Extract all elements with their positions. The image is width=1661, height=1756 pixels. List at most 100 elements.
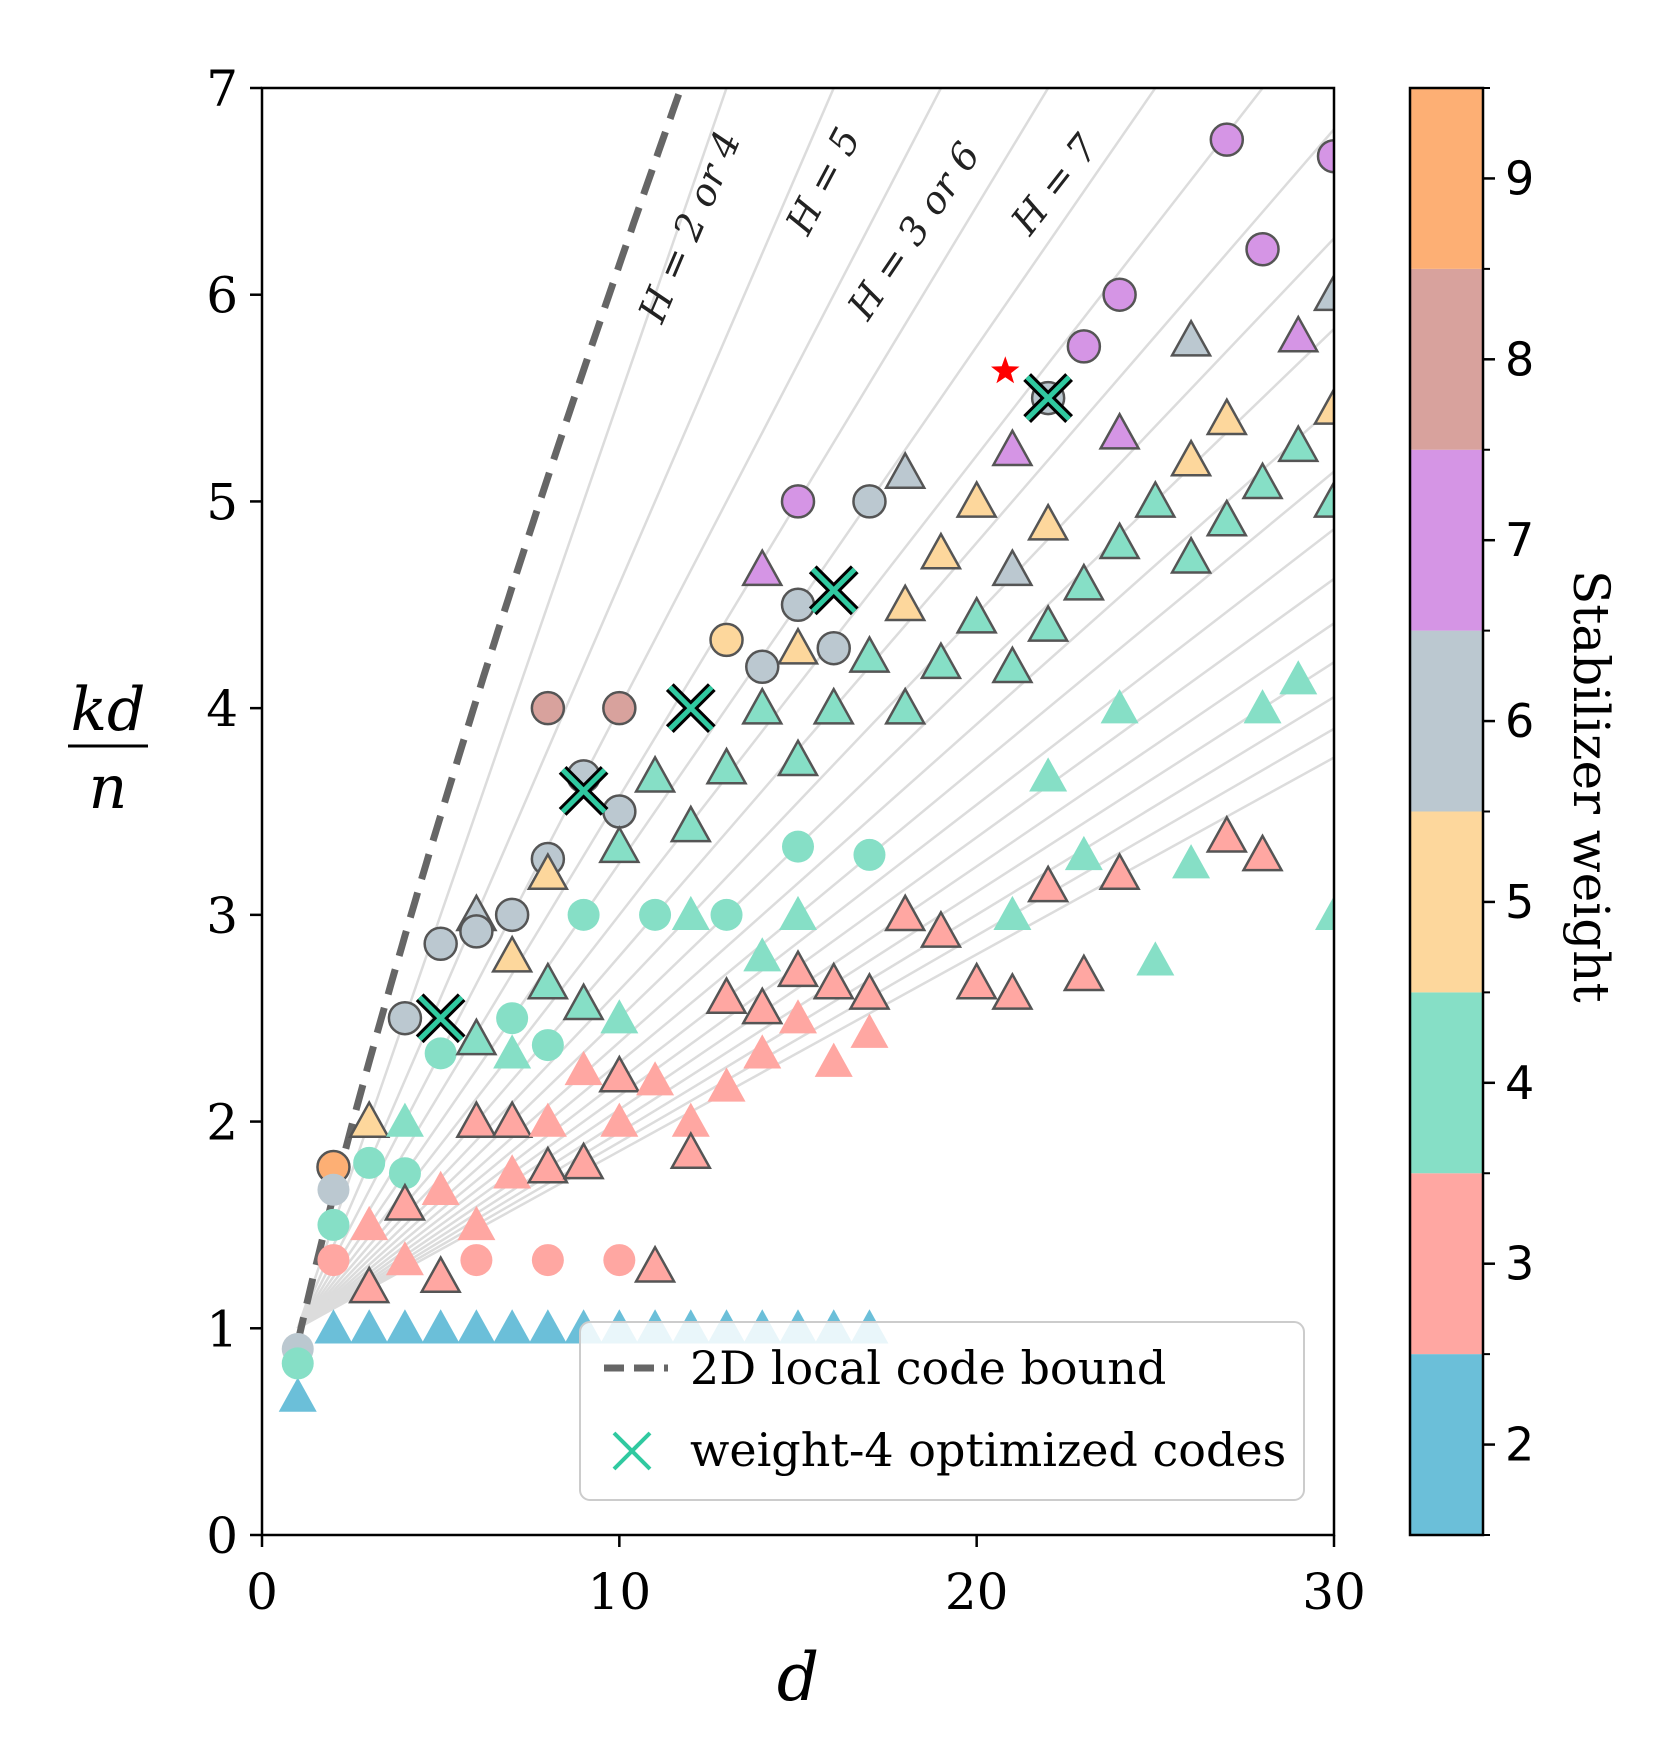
y-tick-label-2: 2: [206, 1094, 238, 1152]
point-124: [1066, 329, 1102, 364]
point-152: [1312, 386, 1334, 425]
h-guide-line-9: [296, 404, 1334, 1330]
point-120: [1027, 502, 1070, 541]
point-122: [1029, 757, 1068, 792]
point-46: [491, 1099, 534, 1139]
h-guide-line-1: [296, 88, 836, 1329]
point-2: [350, 1309, 389, 1344]
colorbar-segment-7: [1410, 449, 1483, 631]
point-144: [1241, 461, 1284, 500]
point-42: [494, 897, 530, 933]
point-100: [848, 634, 891, 673]
h-guide-line-10: [296, 470, 1334, 1330]
plot-frame: [260, 86, 1336, 1537]
point-115: [991, 548, 1034, 587]
legend-bound-label: 2D local code bound: [690, 1341, 1166, 1395]
point-51: [526, 961, 569, 1000]
y-tick-label-3: 3: [206, 887, 238, 945]
optimized-code-4: [1023, 373, 1074, 423]
x-tick-label-1: 10: [588, 1563, 652, 1621]
point-69: [639, 898, 672, 931]
2d-local-code-bound-line: [294, 88, 685, 1344]
point-72: [669, 804, 712, 843]
h-guide-line-15: [297, 695, 1334, 1330]
point-143: [1245, 231, 1280, 267]
point-52: [531, 1029, 564, 1062]
point-18: [281, 1347, 314, 1380]
x-axis-label: d: [777, 1639, 819, 1716]
point-34: [421, 1170, 460, 1205]
legend-x-swatch: [612, 1431, 652, 1471]
point-67: [603, 1244, 636, 1277]
point-94: [779, 999, 817, 1034]
point-7: [528, 1309, 567, 1344]
legend: 2D local code bound weight-4 optimized c…: [579, 1321, 1305, 1501]
point-33: [424, 1037, 457, 1070]
point-108: [919, 531, 963, 570]
point-99: [852, 484, 887, 519]
point-147: [1277, 314, 1320, 353]
point-64: [600, 999, 639, 1034]
point-140: [1205, 397, 1248, 436]
point-44: [496, 1002, 529, 1035]
point-149: [1279, 660, 1318, 695]
point-137: [1169, 535, 1213, 574]
point-146: [1241, 833, 1284, 872]
point-145: [1243, 689, 1282, 724]
point-45: [493, 1034, 532, 1069]
colorbar-label: Stabilizer weight: [1562, 570, 1620, 1003]
point-106: [884, 686, 927, 725]
point-135: [1169, 318, 1213, 357]
point-92: [779, 895, 817, 931]
point-37: [459, 914, 494, 949]
colorbar-segment-4: [1410, 992, 1483, 1174]
point-101: [853, 838, 886, 871]
point-150: [1316, 138, 1334, 174]
point-24: [353, 1146, 386, 1179]
point-83: [741, 686, 784, 725]
point-91: [782, 830, 814, 863]
point-50: [526, 851, 569, 890]
point-88: [780, 587, 816, 623]
point-90: [776, 738, 820, 777]
optimized-code-1: [558, 765, 609, 816]
point-62: [602, 794, 637, 829]
point-55: [531, 1244, 564, 1277]
colorbar-segment-8: [1410, 268, 1483, 450]
point-38: [455, 1017, 498, 1056]
x-tick-label-0: 0: [246, 1563, 278, 1621]
colorbar-tick-label-5: 5: [1505, 875, 1534, 929]
point-117: [993, 895, 1032, 931]
point-73: [671, 895, 710, 931]
point-131: [1100, 689, 1139, 724]
point-89: [776, 626, 820, 665]
colorbar-tick-label-3: 3: [1505, 1237, 1534, 1291]
point-78: [710, 898, 743, 931]
point-32: [423, 926, 458, 962]
point-134: [1136, 941, 1175, 976]
point-1: [314, 1309, 353, 1344]
point-125: [1062, 562, 1105, 601]
point-63: [598, 825, 641, 864]
point-121: [1027, 603, 1070, 642]
point-102: [848, 971, 891, 1010]
point-151: [1312, 273, 1334, 312]
h-annotation-7: H = 7: [1002, 126, 1108, 244]
point-6: [493, 1309, 532, 1344]
point-77: [705, 746, 748, 785]
h-guide-line-8: [296, 327, 1334, 1330]
point-126: [1064, 835, 1103, 871]
point-111: [955, 479, 998, 518]
point-39: [455, 1099, 498, 1139]
h-guide-line-11: [296, 527, 1334, 1330]
point-30: [385, 1241, 424, 1276]
h-guide-line-0: [296, 88, 728, 1329]
optimized-code-3: [808, 565, 859, 616]
point-105: [884, 583, 927, 622]
point-153: [1312, 479, 1334, 518]
point-79: [705, 975, 748, 1014]
h-guide-line-13: [297, 621, 1334, 1330]
point-107: [884, 893, 927, 932]
point-103: [850, 1013, 889, 1048]
point-66: [600, 1102, 639, 1137]
